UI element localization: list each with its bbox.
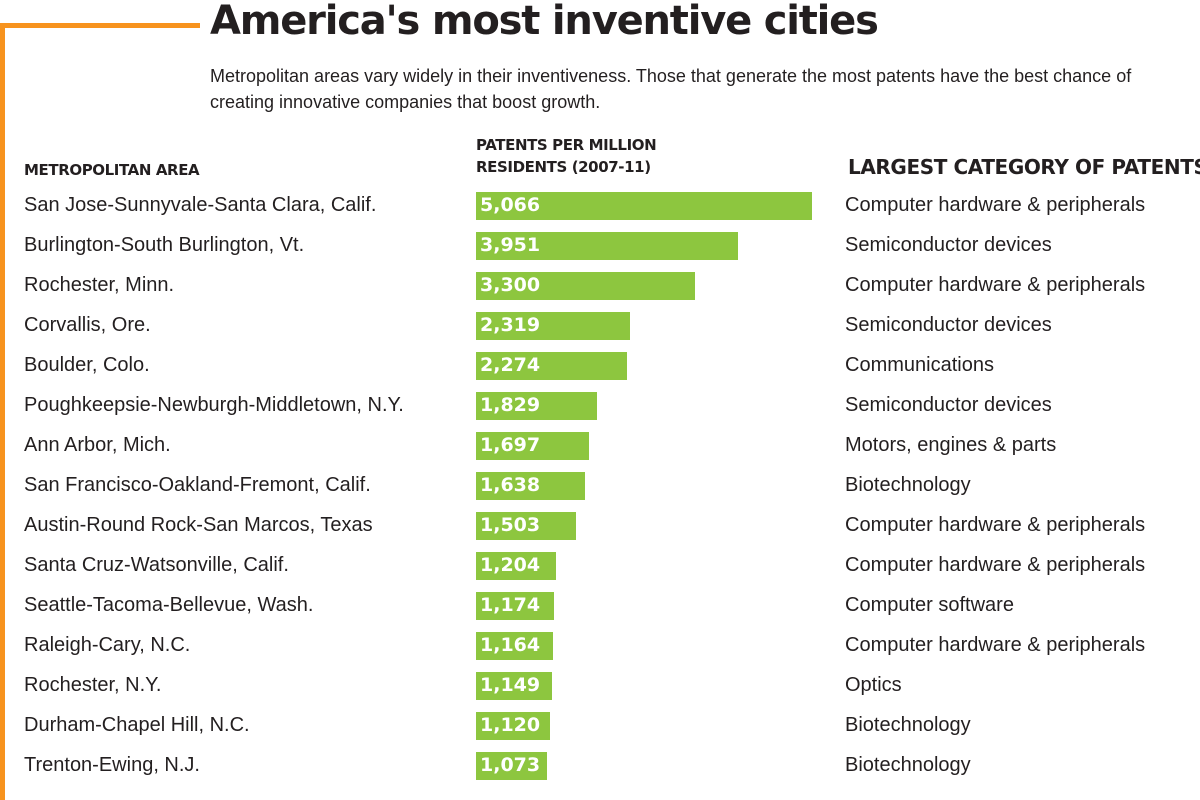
bar-value-label: 1,697 [480, 434, 541, 456]
bar [476, 552, 556, 580]
patent-category-label: Semiconductor devices [845, 394, 1052, 416]
patent-category-label: Semiconductor devices [845, 234, 1052, 256]
chart-row: Rochester, Minn. 3,300 Computer hardware &… [0, 266, 1200, 306]
chart-row: Corvallis, Ore. 2,319 Semiconductor device… [0, 306, 1200, 346]
bar [476, 192, 812, 220]
bar [476, 592, 554, 620]
metro-area-label: Raleigh-Cary, N.C. [24, 634, 191, 656]
bar [476, 472, 585, 500]
accent-rule-vertical [0, 23, 5, 800]
chart-row: Raleigh-Cary, N.C. 1,164 Computer hardware… [0, 626, 1200, 666]
bar-value-label: 1,120 [480, 714, 541, 736]
bar-value-label: 3,951 [480, 234, 541, 256]
metro-area-label: Burlington-South Burlington, Vt. [24, 234, 305, 256]
chart-row: Santa Cruz-Watsonville, Calif. 1,204 Compu… [0, 546, 1200, 586]
chart-row: Austin-Round Rock-San Marcos, Texas 1,503… [0, 506, 1200, 546]
metro-area-label: Trenton-Ewing, N.J. [24, 754, 200, 776]
header-largest-category: LARGEST CATEGORY OF PATENTS [848, 155, 1200, 179]
patent-category-label: Computer hardware & peripherals [845, 274, 1146, 296]
bar [476, 232, 738, 260]
metro-area-label: Santa Cruz-Watsonville, Calif. [24, 554, 289, 576]
metro-area-label: San Jose-Sunnyvale-Santa Clara, Calif. [24, 194, 377, 216]
patent-category-label: Computer hardware & peripherals [845, 634, 1146, 656]
patent-category-label: Computer hardware & peripherals [845, 554, 1146, 576]
patent-category-label: Computer software [845, 594, 1014, 616]
header-patents-line2: RESIDENTS (2007-11) [476, 158, 651, 176]
chart-row: Burlington-South Burlington, Vt. 3,951 Sem… [0, 226, 1200, 266]
patent-category-label: Biotechnology [845, 474, 971, 496]
bar [476, 392, 597, 420]
bar-value-label: 1,174 [480, 594, 541, 616]
header-metropolitan-area: METROPOLITAN AREA [24, 161, 200, 179]
bar-value-label: 1,164 [480, 634, 541, 656]
bar [476, 672, 552, 700]
patent-category-label: Biotechnology [845, 754, 971, 776]
metro-area-label: Durham-Chapel Hill, N.C. [24, 714, 250, 736]
chart-row: Boulder, Colo. 2,274 Communications [0, 346, 1200, 386]
patent-category-label: Computer hardware & peripherals [845, 194, 1146, 216]
patent-category-label: Semiconductor devices [845, 314, 1052, 336]
bar-value-label: 2,274 [480, 354, 541, 376]
chart-row: Seattle-Tacoma-Bellevue, Wash. 1,174 Compu… [0, 586, 1200, 626]
metro-area-label: Ann Arbor, Mich. [24, 434, 171, 456]
patent-category-label: Optics [845, 674, 902, 696]
bar-value-label: 1,073 [480, 754, 541, 776]
header-patents-line1: PATENTS PER MILLION [476, 136, 657, 154]
metro-area-label: Rochester, Minn. [24, 274, 175, 296]
chart-subtitle: Metropolitan areas vary widely in their … [210, 66, 1132, 112]
bar [476, 632, 553, 660]
chart-row: Trenton-Ewing, N.J. 1,073 Biotechnology [0, 746, 1200, 786]
bar-value-label: 1,149 [480, 674, 541, 696]
chart-title: America's most inventive cities [210, 0, 879, 44]
bar [476, 512, 576, 540]
bar-value-label: 1,638 [480, 474, 541, 496]
bar-value-label: 3,300 [480, 274, 541, 296]
accent-rule-horizontal [0, 23, 200, 28]
patent-category-label: Motors, engines & parts [845, 434, 1057, 456]
metro-area-label: Seattle-Tacoma-Bellevue, Wash. [24, 594, 314, 616]
bar-value-label: 1,204 [480, 554, 541, 576]
patent-category-label: Computer hardware & peripherals [845, 514, 1146, 536]
chart-row: Rochester, N.Y. 1,149 Optics [0, 666, 1200, 706]
bar-value-label: 5,066 [480, 194, 541, 216]
chart-row: Ann Arbor, Mich. 1,697 Motors, engines & p… [0, 426, 1200, 466]
header-patents: PATENTS PER MILLION RESIDENTS (2007-11) [476, 134, 696, 178]
metro-area-label: Rochester, N.Y. [24, 674, 162, 696]
metro-area-label: Corvallis, Ore. [24, 314, 151, 336]
chart-row: San Jose-Sunnyvale-Santa Clara, Calif. 5,… [0, 186, 1200, 226]
bar [476, 352, 627, 380]
bar-value-label: 1,503 [480, 514, 541, 536]
patent-category-label: Communications [845, 354, 994, 376]
metro-area-label: Poughkeepsie-Newburgh-Middletown, N.Y. [24, 394, 404, 416]
bar [476, 752, 547, 780]
bar [476, 712, 550, 740]
chart-row: San Francisco-Oakland-Fremont, Calif. 1,6… [0, 466, 1200, 506]
bar [476, 272, 695, 300]
bar [476, 432, 589, 460]
bar-value-label: 1,829 [480, 394, 541, 416]
patent-category-label: Biotechnology [845, 714, 971, 736]
chart-row: Durham-Chapel Hill, N.C. 1,120 Biotechnolo… [0, 706, 1200, 746]
bar-value-label: 2,319 [480, 314, 541, 336]
metro-area-label: Austin-Round Rock-San Marcos, Texas [24, 514, 373, 536]
metro-area-label: Boulder, Colo. [24, 354, 150, 376]
bar [476, 312, 630, 340]
chart-row: Poughkeepsie-Newburgh-Middletown, N.Y. 1,… [0, 386, 1200, 426]
metro-area-label: San Francisco-Oakland-Fremont, Calif. [24, 474, 371, 496]
